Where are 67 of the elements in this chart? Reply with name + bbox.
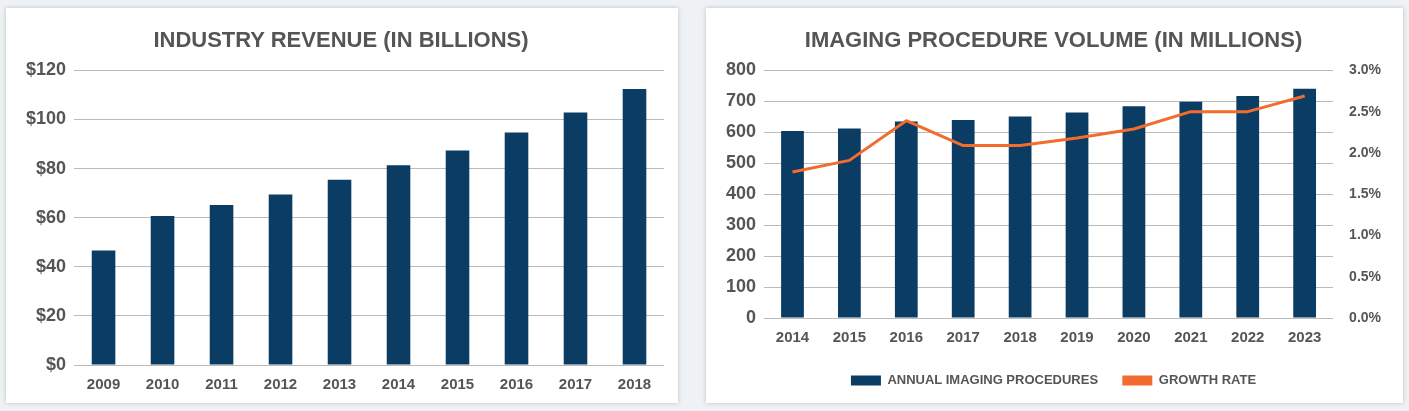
y-tick-label: 300 xyxy=(725,214,757,235)
y2-tick-label: 3.0% xyxy=(1349,61,1382,78)
bar xyxy=(209,204,234,365)
bar xyxy=(951,119,975,318)
bar xyxy=(781,131,804,318)
y-tick-label: 100 xyxy=(725,276,757,297)
y-tick-label: $100 xyxy=(26,108,67,129)
x-tick-label: 2023 xyxy=(1287,328,1322,346)
x-tick-label: 2016 xyxy=(499,375,534,393)
bar xyxy=(386,165,411,365)
bar xyxy=(1236,96,1260,318)
bar xyxy=(838,128,861,318)
y-tick-label: $60 xyxy=(36,206,67,227)
x-tick-label: 2017 xyxy=(558,375,593,393)
x-tick-label: 2022 xyxy=(1231,328,1265,346)
x-tick-label: 2011 xyxy=(205,375,238,393)
x-tick-label: 2018 xyxy=(617,375,652,393)
y-tick-label: 800 xyxy=(725,59,757,80)
x-tick-label: 2010 xyxy=(145,375,180,393)
y2-tick-label: 0.0% xyxy=(1349,308,1382,325)
bar xyxy=(327,179,352,365)
y-tick-label: $120 xyxy=(26,59,67,80)
bar xyxy=(445,150,470,365)
bar xyxy=(894,121,918,318)
x-tick-label: 2016 xyxy=(889,328,923,346)
y-tick-label: 500 xyxy=(725,152,757,173)
bar xyxy=(1065,112,1089,318)
chart-title: INDUSTRY REVENUE (IN BILLIONS) xyxy=(153,27,529,53)
y-tick-label: $80 xyxy=(36,157,67,178)
y2-tick-label: 1.5% xyxy=(1349,185,1382,202)
bar xyxy=(268,194,293,365)
y-tick-label: 0 xyxy=(746,306,757,327)
bar xyxy=(504,132,529,365)
x-tick-label: 2015 xyxy=(832,328,867,346)
x-tick-label: 2014 xyxy=(381,375,416,393)
chart-title: IMAGING PROCEDURE VOLUME (IN MILLIONS) xyxy=(804,27,1303,53)
y-tick-label: 600 xyxy=(725,121,757,142)
bar xyxy=(1122,106,1146,318)
y2-tick-label: 2.0% xyxy=(1349,143,1382,160)
bar xyxy=(91,250,116,365)
x-tick-label: 2015 xyxy=(440,375,475,393)
y2-tick-label: 2.5% xyxy=(1349,102,1382,119)
y-tick-label: $20 xyxy=(36,304,67,325)
y-tick-label: 700 xyxy=(725,90,757,111)
y-tick-label: $40 xyxy=(36,255,67,276)
y2-tick-label: 0.5% xyxy=(1349,267,1382,284)
x-tick-label: 2017 xyxy=(946,328,980,346)
bar xyxy=(150,215,175,365)
x-tick-label: 2018 xyxy=(1003,328,1037,346)
bar xyxy=(622,89,647,365)
x-tick-label: 2019 xyxy=(1060,328,1094,346)
y-tick-label: $0 xyxy=(46,353,67,374)
legend-label: GROWTH RATE xyxy=(1158,372,1257,388)
x-tick-label: 2021 xyxy=(1174,328,1208,346)
bar xyxy=(563,112,588,365)
bar xyxy=(1179,101,1203,318)
y-tick-label: 400 xyxy=(725,183,757,204)
x-tick-label: 2012 xyxy=(263,375,298,393)
x-tick-label: 2013 xyxy=(322,375,357,393)
bar xyxy=(1293,88,1317,318)
x-tick-label: 2020 xyxy=(1117,328,1151,346)
x-tick-label: 2009 xyxy=(86,375,121,393)
y-tick-label: 200 xyxy=(725,245,757,266)
x-tick-label: 2014 xyxy=(775,328,810,346)
bar xyxy=(1008,116,1032,318)
y2-tick-label: 1.0% xyxy=(1349,226,1382,243)
legend-label: ANNUAL IMAGING PROCEDURES xyxy=(887,372,1099,388)
